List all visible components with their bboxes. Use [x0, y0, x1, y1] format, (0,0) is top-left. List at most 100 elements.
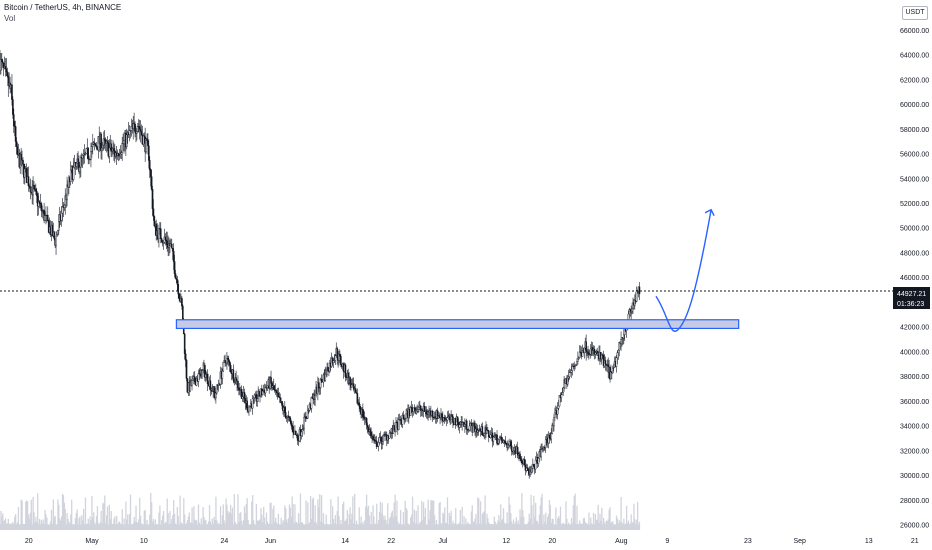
candle — [443, 414, 446, 424]
candle — [612, 363, 615, 372]
volume-bar — [107, 524, 110, 530]
volume-bar — [429, 510, 431, 530]
volume-indicator-label[interactable]: Vol — [4, 14, 16, 23]
volume-bar — [277, 513, 280, 530]
candle — [102, 141, 104, 151]
time-axis[interactable]: 20 May 10 24 Jun 14 22 Jul 12 20 Aug 9 23 Sep 13 21 — [25, 538, 919, 545]
volume-bar — [57, 499, 59, 530]
symbol-title[interactable]: Bitcoin / TetherUS, 4h, BINANCE — [4, 3, 122, 12]
volume-bar — [428, 519, 430, 530]
volume-bar — [46, 517, 48, 530]
volume-bar — [19, 524, 21, 530]
volume-bar — [15, 514, 17, 530]
currency-button[interactable]: USDT — [902, 6, 928, 20]
price-tick-label: 40000.00 — [900, 349, 929, 356]
candle — [184, 349, 187, 368]
volume-bar — [240, 512, 242, 530]
volume-bar — [263, 517, 266, 530]
candle — [505, 442, 508, 446]
volume-bar — [438, 503, 440, 530]
volume-bar — [391, 510, 393, 530]
volume-bar — [97, 523, 100, 530]
volume-bar — [293, 523, 295, 530]
candle — [401, 412, 404, 429]
candle — [534, 456, 537, 474]
volume-bar — [244, 513, 246, 530]
candle — [492, 435, 495, 446]
volume-bar — [286, 519, 288, 530]
volume-bar — [524, 524, 527, 530]
time-tick-label: Jun — [265, 538, 276, 545]
volume-bar — [532, 524, 534, 530]
candle — [72, 157, 75, 182]
volume-bar — [319, 494, 321, 530]
volume-bar — [501, 518, 504, 530]
candle — [327, 362, 329, 372]
candle — [258, 388, 260, 398]
candle — [181, 296, 183, 310]
volume-bar — [331, 524, 333, 530]
volume-bar — [47, 524, 49, 530]
candle — [498, 435, 501, 444]
volume-bar — [190, 522, 192, 530]
volume-bar — [220, 524, 223, 530]
candle — [110, 139, 112, 158]
candle — [301, 424, 304, 437]
volume-bar — [160, 524, 162, 530]
volume-bar — [55, 524, 57, 530]
volume-bar — [221, 515, 224, 530]
candle — [593, 345, 596, 360]
candle — [540, 443, 542, 461]
volume-bar — [622, 523, 624, 530]
candle — [632, 297, 634, 314]
volume-bar — [327, 524, 329, 530]
candle — [373, 433, 375, 444]
volume-bar — [458, 522, 461, 530]
volume-bar — [613, 524, 615, 530]
volume-bar — [239, 513, 241, 530]
volume-bar — [71, 524, 74, 530]
volume-bar — [297, 524, 299, 530]
volume-bar — [252, 520, 255, 530]
candle — [138, 119, 141, 140]
volume-bar — [210, 524, 213, 530]
volume-bar — [94, 524, 97, 530]
volume-bar — [419, 522, 421, 530]
volume-bar — [393, 502, 395, 530]
candle — [520, 456, 522, 463]
volume-bar — [362, 521, 364, 530]
volume-bar — [509, 504, 511, 530]
candle — [483, 432, 485, 439]
volume-bar — [281, 523, 283, 530]
candle — [61, 198, 64, 222]
volume-bar — [623, 518, 625, 530]
candle — [460, 415, 462, 428]
candle — [395, 417, 397, 433]
volume-bar — [356, 524, 359, 530]
volume-bar — [370, 511, 372, 530]
resistance-zone[interactable] — [175, 319, 740, 330]
candle — [213, 386, 215, 399]
volume-bar — [136, 522, 138, 530]
volume-bar — [397, 521, 399, 530]
volume-bar — [286, 522, 289, 530]
price-tick-label: 42000.00 — [900, 325, 929, 332]
projected-path-arrow[interactable] — [655, 209, 712, 332]
candle — [431, 409, 434, 422]
candle — [28, 183, 31, 189]
volume-bar — [76, 509, 78, 530]
candle — [566, 374, 569, 387]
volume-bar — [316, 524, 318, 530]
volume-bar — [235, 524, 237, 530]
volume-bar — [614, 524, 616, 530]
volume-bar — [599, 513, 601, 530]
price-axis[interactable]: 26000.00 28000.00 30000.00 32000.00 34000.00… — [900, 28, 929, 530]
volume-bar — [252, 495, 254, 530]
volume-bar — [274, 522, 276, 530]
volume-bar — [306, 524, 308, 530]
volume-bar — [558, 518, 561, 530]
candle — [24, 163, 26, 185]
candle — [496, 430, 498, 446]
volume-bar — [578, 523, 580, 530]
